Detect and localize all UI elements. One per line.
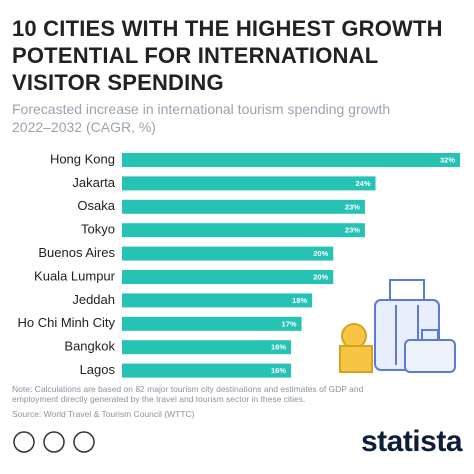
- bar: [122, 316, 302, 331]
- bar: [122, 176, 376, 191]
- category-label: Tokyo: [81, 222, 115, 237]
- source: Source: World Travel & Tourism Council (…: [12, 409, 195, 419]
- bar: [122, 363, 291, 378]
- bar: [122, 199, 365, 214]
- chart-title: 10 CITIES WITH THE HIGHEST GROWTH POTENT…: [12, 16, 443, 95]
- logo: statista: [360, 425, 463, 458]
- category-label: Hong Kong: [50, 151, 115, 166]
- category-label: Jeddah: [72, 292, 115, 307]
- luggage-illustration: [339, 279, 456, 373]
- bar: [122, 340, 291, 355]
- bar: [122, 223, 365, 238]
- category-label: Ho Chi Minh City: [17, 315, 115, 330]
- category-label: Jakarta: [72, 175, 115, 190]
- value-label: 20%: [313, 272, 328, 281]
- value-label: 23%: [345, 202, 360, 211]
- category-label: Buenos Aires: [38, 245, 115, 260]
- value-label: 23%: [345, 226, 360, 235]
- value-label: 18%: [292, 296, 307, 305]
- value-label: 24%: [355, 179, 370, 188]
- category-label: Bangkok: [64, 339, 115, 354]
- category-label: Osaka: [77, 198, 115, 213]
- value-label: 32%: [440, 155, 455, 164]
- value-label: 20%: [313, 249, 328, 258]
- value-label: 17%: [282, 319, 297, 328]
- bar: [122, 293, 313, 308]
- bar: [122, 246, 334, 261]
- value-label: 16%: [271, 343, 286, 352]
- value-label: 16%: [271, 366, 286, 375]
- category-label: Lagos: [80, 362, 116, 377]
- bar: [122, 153, 460, 167]
- footer-icons: [13, 431, 95, 453]
- note: Note: Calculations are based on 82 major…: [12, 384, 364, 404]
- bar: [122, 270, 334, 284]
- chart-subtitle: Forecasted increase in international tou…: [12, 101, 391, 135]
- category-label: Kuala Lumpur: [34, 268, 116, 283]
